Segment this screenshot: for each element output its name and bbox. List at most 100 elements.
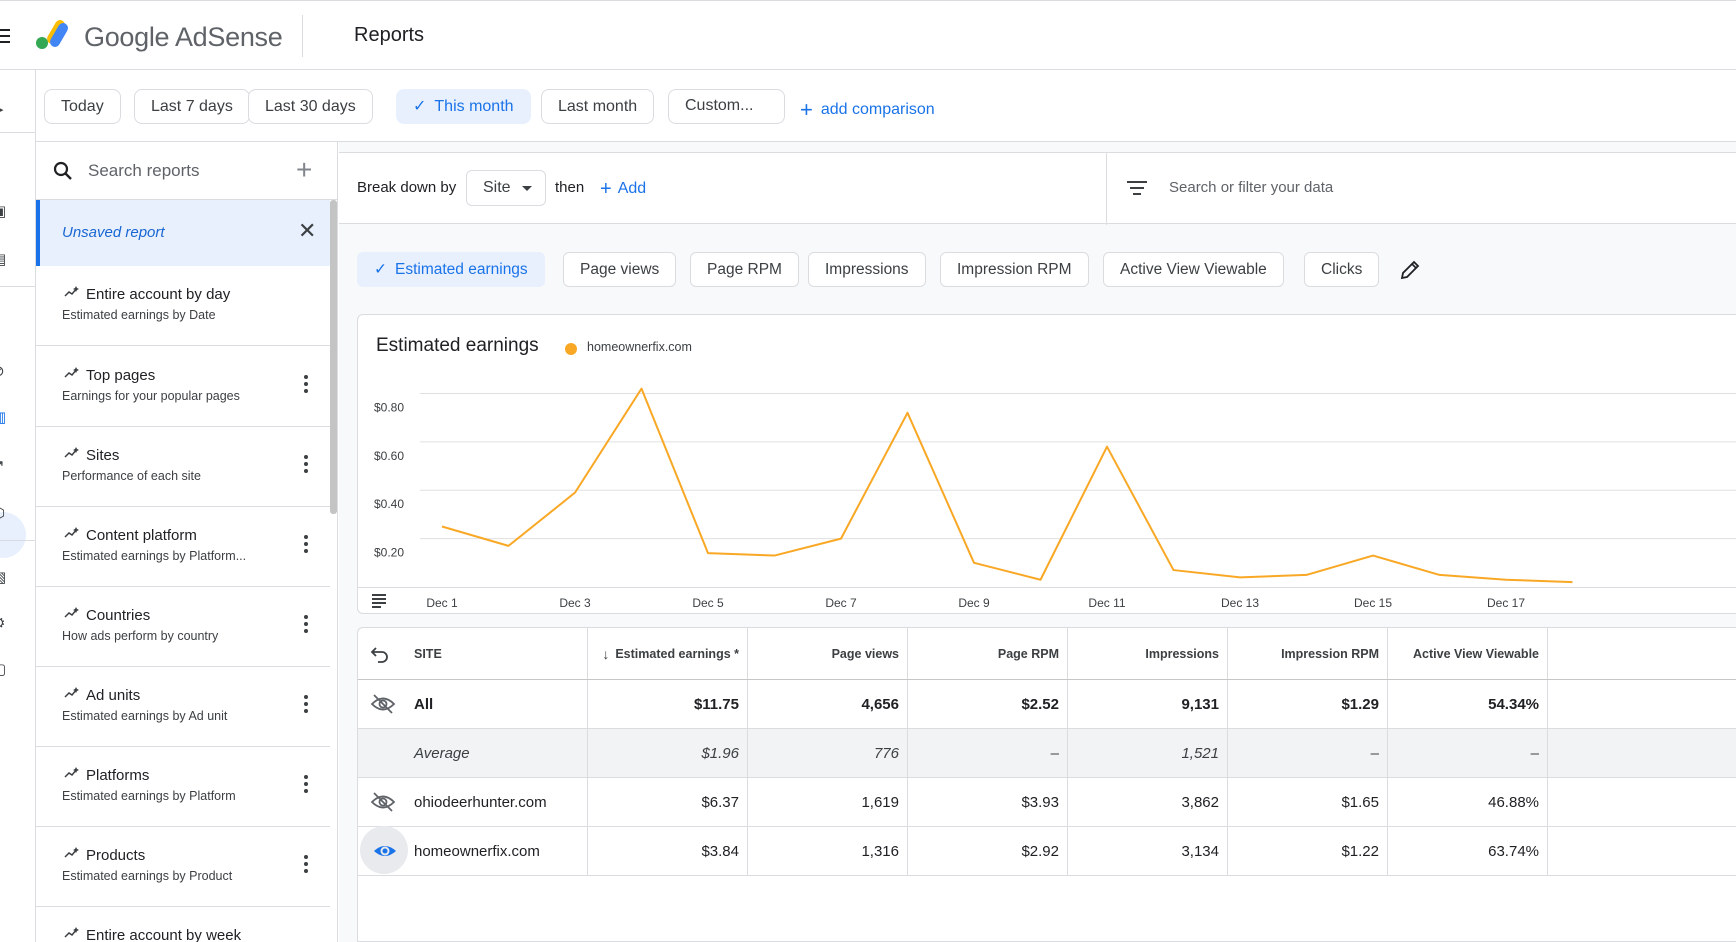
report-table: SITE ↓ Estimated earnings * Page views Pa… — [357, 627, 1736, 942]
date-chip-this-month[interactable]: ✓ This month — [396, 89, 531, 124]
legend-label[interactable]: homeownerfix.com — [587, 340, 692, 354]
report-item[interactable]: Entire account by day Estimated earnings… — [36, 266, 330, 346]
cell-value: 1,521 — [1067, 729, 1227, 777]
date-chip-custom[interactable]: Custom... — [668, 89, 785, 124]
report-name: Platforms — [86, 767, 150, 784]
unsaved-report-item[interactable]: Unsaved report ✕ — [36, 200, 330, 266]
cell-value: 776 — [747, 729, 907, 777]
filter-icon[interactable] — [1127, 181, 1147, 195]
table-row-total[interactable]: All $11.75 4,656 $2.52 9,131 $1.29 54.34… — [358, 680, 1736, 729]
close-icon[interactable]: ✕ — [298, 218, 317, 243]
column-header-impressions[interactable]: Impressions — [1067, 628, 1227, 679]
report-name: Countries — [86, 607, 151, 624]
row-site: All — [414, 695, 434, 713]
report-name: Products — [86, 847, 146, 864]
more-vert-icon[interactable] — [304, 455, 308, 473]
date-chip-label: This month — [434, 98, 514, 115]
report-item[interactable]: Products Estimated earnings by Product — [36, 827, 330, 907]
privacy-icon[interactable]: ● — [0, 316, 10, 332]
search-input[interactable]: Search reports — [88, 161, 200, 180]
column-header-estimated-earnings[interactable]: ↓ Estimated earnings * — [587, 628, 747, 679]
more-vert-icon[interactable] — [304, 535, 308, 553]
date-chip-last-30-days[interactable]: Last 30 days — [248, 89, 373, 124]
metric-chip-clicks[interactable]: Clicks — [1304, 252, 1380, 287]
menu-icon[interactable] — [0, 29, 10, 43]
feedback-icon[interactable]: ▢ — [0, 662, 10, 678]
date-chip-last-7-days[interactable]: Last 7 days — [134, 89, 250, 124]
ads-icon[interactable]: ▣ — [0, 204, 10, 220]
more-vert-icon[interactable] — [304, 855, 308, 873]
cell-value: 4,656 — [747, 680, 907, 728]
date-range-bar: Today Last 7 days Last 30 days ✓ This mon… — [36, 70, 1736, 142]
table-row[interactable]: ohiodeerhunter.com $6.37 1,619 $3.93 3,8… — [358, 778, 1736, 827]
more-vert-icon[interactable] — [304, 775, 308, 793]
chart-table-toggle-icon[interactable] — [372, 594, 386, 608]
column-header-impression-rpm[interactable]: Impression RPM — [1227, 628, 1387, 679]
sparkle-icon — [64, 367, 79, 378]
cell-value: – — [1387, 729, 1547, 777]
metric-chip-impression-rpm[interactable]: Impression RPM — [940, 252, 1089, 287]
cell-value: – — [907, 729, 1067, 777]
report-item[interactable]: Ad units Estimated earnings by Ad unit — [36, 667, 330, 747]
sparkle-icon — [64, 927, 79, 938]
filter-input[interactable]: Search or filter your data — [1169, 179, 1334, 196]
reports-icon[interactable]: ▥ — [0, 410, 10, 426]
more-vert-icon[interactable] — [304, 695, 308, 713]
row-site[interactable]: ohiodeerhunter.com — [414, 793, 547, 811]
earnings-chart: $0.80 $0.60 $0.40 $0.20 Estimated earnings … — [357, 314, 1736, 614]
metric-chip-estimated-earnings[interactable]: ✓ Estimated earnings — [357, 252, 545, 287]
brand-name: Google AdSense — [84, 22, 283, 52]
sites-icon[interactable]: ▤ — [0, 252, 10, 268]
cell-value: $3.93 — [907, 778, 1067, 826]
then-label: then — [555, 179, 585, 196]
breakdown-bar: Break down by Site then + Add Search or f… — [339, 152, 1736, 225]
column-header-active-view-viewable[interactable]: Active View Viewable — [1387, 628, 1547, 679]
metric-chip-active-view-viewable[interactable]: Active View Viewable — [1103, 252, 1284, 287]
more-vert-icon[interactable] — [304, 615, 308, 633]
date-chip-today[interactable]: Today — [44, 89, 121, 124]
video-icon[interactable]: ▶ — [0, 102, 10, 118]
row-site[interactable]: homeownerfix.com — [414, 842, 540, 860]
report-item[interactable]: Countries How ads perform by country — [36, 587, 330, 667]
undo-icon[interactable] — [370, 628, 410, 679]
report-item[interactable]: Top pages Earnings for your popular page… — [36, 347, 330, 427]
sparkle-icon — [64, 607, 79, 618]
dimension-select[interactable]: Site — [466, 170, 546, 206]
report-name: Sites — [86, 447, 120, 464]
table-row[interactable]: homeownerfix.com $3.84 1,316 $2.92 3,134… — [358, 826, 1736, 876]
metric-chip-impressions[interactable]: Impressions — [808, 252, 926, 287]
visibility-off-icon[interactable] — [370, 778, 410, 826]
visibility-off-icon[interactable] — [370, 680, 410, 728]
home-icon[interactable]: ⌂ — [0, 156, 10, 172]
add-report-icon[interactable]: + — [296, 154, 313, 185]
column-header-page-rpm[interactable]: Page RPM — [907, 628, 1067, 679]
cell-value: 1,619 — [747, 778, 907, 826]
settings-icon[interactable]: ⚙ — [0, 616, 10, 632]
more-vert-icon[interactable] — [304, 375, 308, 393]
report-item[interactable]: Entire account by week — [36, 907, 330, 942]
column-header-site[interactable]: SITE — [414, 646, 442, 661]
table-header-row: SITE ↓ Estimated earnings * Page views Pa… — [358, 628, 1736, 680]
topbar-divider — [302, 15, 303, 57]
optimization-icon[interactable]: ↗ — [0, 458, 10, 474]
dimension-value: Site — [483, 179, 511, 196]
report-item[interactable]: Sites Performance of each site — [36, 427, 330, 507]
y-tick-label: $0.60 — [374, 449, 404, 463]
report-item[interactable]: Content platform Estimated earnings by P… — [36, 507, 330, 587]
metric-chip-page-rpm[interactable]: Page RPM — [690, 252, 799, 287]
report-item[interactable]: Platforms Estimated earnings by Platform — [36, 747, 330, 827]
visibility-toggle[interactable] — [358, 826, 410, 875]
block-icon[interactable]: ⊘ — [0, 364, 10, 380]
add-dimension-button[interactable]: + Add — [600, 178, 646, 201]
policy-icon[interactable]: ⬡ — [0, 506, 10, 522]
payments-icon[interactable]: ▧ — [0, 570, 10, 586]
sidebar-scrollbar[interactable] — [330, 200, 337, 514]
metric-chip-page-views[interactable]: Page views — [563, 252, 677, 287]
column-header-page-views[interactable]: Page views — [747, 628, 907, 679]
search-reports[interactable]: Search reports + — [36, 142, 337, 200]
date-chip-last-month[interactable]: Last month — [541, 89, 655, 124]
report-name: Ad units — [86, 687, 141, 704]
add-comparison-button[interactable]: + add comparison — [800, 97, 935, 123]
edit-icon[interactable] — [1399, 259, 1421, 281]
check-icon: ✓ — [413, 98, 427, 115]
